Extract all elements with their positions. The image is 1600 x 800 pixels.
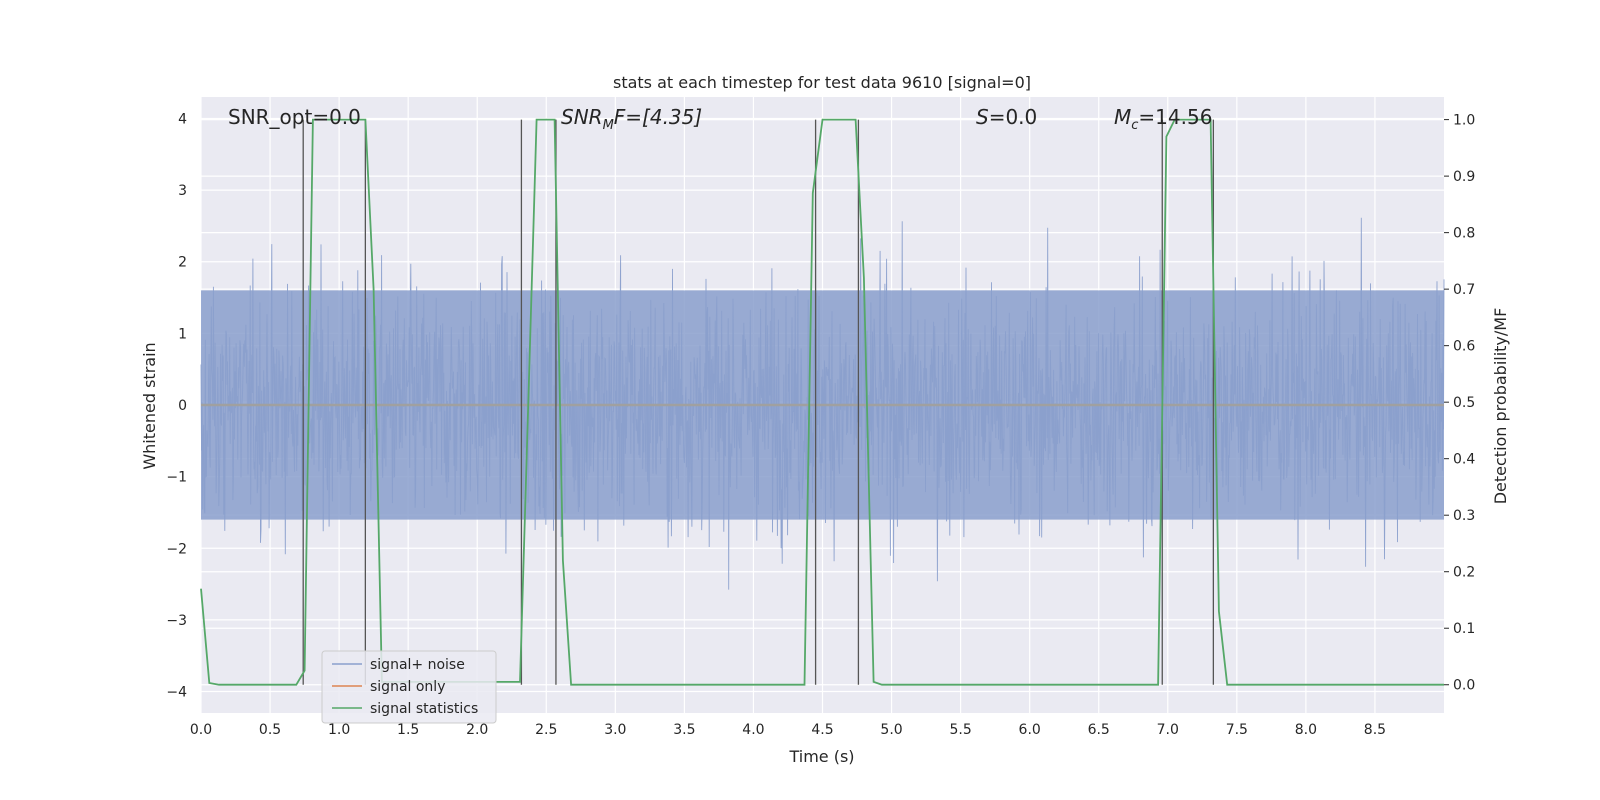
annotation-snr-mf-sub: M	[603, 118, 614, 133]
x-axis-label: Time (s)	[788, 747, 854, 766]
legend-box	[321, 650, 497, 724]
x-tick-label: 2.0	[466, 722, 488, 738]
y-tick-label: −2	[166, 541, 187, 557]
tick-labels: 0.0 0.5 1.0 1.5 2.0 2.5 3.0 3.5 4.0 4.5 5.0 5.5 6.0 6…	[166, 111, 1475, 738]
x-tick-label: 3.0	[604, 722, 626, 738]
annotation-mc-rest: =14.56	[1138, 105, 1212, 129]
y2-tick-label: 0.3	[1453, 508, 1475, 524]
x-tick-label: 6.5	[1088, 722, 1110, 738]
x-tick-label: 8.0	[1295, 722, 1317, 738]
y2-tick-label: 0.9	[1453, 169, 1475, 185]
x-tick-label: 7.5	[1226, 722, 1248, 738]
y2-axis-label: Detection probability/MF	[1491, 308, 1510, 505]
y2-tick-label: 0.0	[1453, 678, 1475, 694]
y-tick-label: −4	[166, 685, 187, 701]
legend-label-signal-only: signal only	[370, 679, 445, 695]
y2-tick-label: 0.5	[1453, 395, 1475, 411]
x-tick-label: 6.0	[1019, 722, 1041, 738]
x-tick-label: 4.5	[811, 722, 833, 738]
annotation-mc: Mc=14.56	[1114, 105, 1212, 133]
signal-statistics-line	[200, 118, 1444, 686]
y-tick-label: 4	[178, 111, 187, 127]
legend-label-signal-statistics: signal statistics	[370, 701, 478, 717]
y2-tick-label: 1.0	[1453, 113, 1475, 129]
x-tick-label: 4.0	[742, 722, 764, 738]
annotation-snr-opt: SNR_opt=0.0	[228, 105, 361, 129]
annotation-snr-mf: SNRMF=[4.35]	[561, 105, 702, 133]
annotation-s-main: S	[976, 105, 989, 129]
series-signal-statistics	[200, 118, 1444, 686]
x-tick-label: 0.0	[190, 722, 212, 738]
y-tick-label: −1	[166, 470, 187, 486]
annotation-s-rest: =0.0	[989, 105, 1038, 129]
x-tick-label: 5.5	[949, 722, 971, 738]
x-tick-label: 5.0	[880, 722, 902, 738]
chart-title: stats at each timestep for test data 961…	[613, 73, 1031, 92]
annotation-snr-mf-main: SNR	[561, 105, 603, 129]
annotation-mc-main: M	[1114, 105, 1131, 129]
y2-tick-label: 0.8	[1453, 226, 1475, 242]
x-tick-label: 8.5	[1364, 722, 1386, 738]
annotation-mc-sub: c	[1131, 118, 1138, 133]
y-tick-label: −3	[166, 613, 187, 629]
y2-tick-label: 0.1	[1453, 621, 1475, 637]
x-tick-label: 3.5	[673, 722, 695, 738]
vertical-markers	[302, 119, 1215, 685]
y-axis-label: Whitened strain	[140, 342, 159, 469]
x-tick-label: 1.0	[328, 722, 350, 738]
y2-tick-label: 0.6	[1453, 339, 1475, 355]
x-tick-label: 0.5	[259, 722, 281, 738]
legend: signal+ noise signal only signal statist…	[321, 650, 497, 724]
annotation-s: S=0.0	[976, 105, 1037, 129]
legend-label-signal-noise: signal+ noise	[370, 657, 465, 673]
y-tick-label: 0	[178, 398, 187, 414]
x-tick-label: 2.5	[535, 722, 557, 738]
y2-tick-label: 0.7	[1453, 282, 1475, 298]
y-tick-label: 3	[178, 183, 187, 199]
x-tick-label: 1.5	[397, 722, 419, 738]
y2-tick-label: 0.4	[1453, 452, 1475, 468]
y-tick-label: 1	[178, 326, 187, 342]
y2-tick-label: 0.2	[1453, 565, 1475, 581]
noise-line	[200, 217, 1445, 590]
x-tick-label: 7.0	[1157, 722, 1179, 738]
y-tick-label: 2	[178, 255, 187, 271]
annotation-snr-mf-rest: F=[4.35]	[614, 105, 702, 129]
